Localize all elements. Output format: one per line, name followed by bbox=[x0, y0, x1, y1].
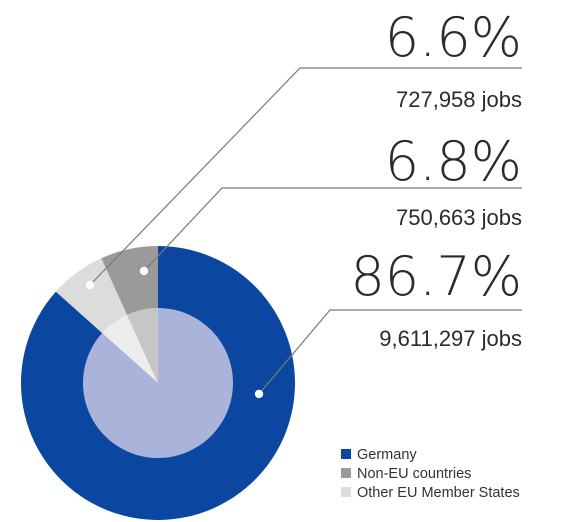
percent-label-non-eu: 6.8% bbox=[385, 130, 522, 193]
slice-other-eu-inner bbox=[102, 314, 158, 383]
legend: Germany Non-EU countries Other EU Member… bbox=[341, 447, 520, 501]
legend-swatch-other-eu bbox=[341, 487, 351, 497]
dot-other-eu bbox=[85, 280, 95, 290]
jobs-label-other-eu: 727,958 jobs bbox=[396, 87, 522, 112]
dot-germany bbox=[254, 389, 264, 399]
slice-non-eu-inner bbox=[126, 308, 158, 383]
percent-label-other-eu: 6.6% bbox=[385, 6, 522, 69]
pie-inner bbox=[83, 307, 234, 458]
jobs-label-germany: 9,611,297 jobs bbox=[379, 326, 522, 351]
slice-germany-inner bbox=[83, 307, 234, 458]
leader-line-germany bbox=[258, 309, 522, 395]
percent-label-germany: 86.7% bbox=[350, 245, 522, 308]
legend-label-other-eu: Other EU Member States bbox=[357, 485, 520, 501]
jobs-label-non-eu: 750,663 jobs bbox=[396, 205, 522, 230]
leader-line-non-eu bbox=[143, 187, 522, 272]
legend-label-non-eu: Non-EU countries bbox=[357, 466, 471, 482]
legend-swatch-non-eu bbox=[341, 468, 351, 478]
legend-swatch-germany bbox=[341, 449, 351, 459]
dot-non-eu bbox=[139, 266, 149, 276]
leader-line-other-eu bbox=[89, 67, 522, 286]
leader-lines bbox=[89, 67, 522, 395]
legend-label-germany: Germany bbox=[357, 447, 417, 463]
marker-dots bbox=[85, 266, 264, 399]
